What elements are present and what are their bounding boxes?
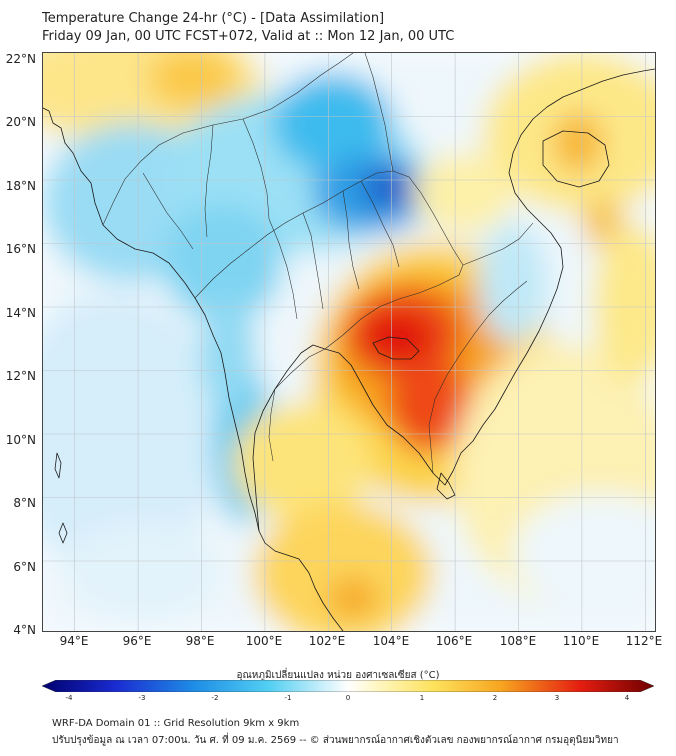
lon-label: 110°E (562, 634, 600, 648)
lat-label: 10°N (5, 433, 36, 447)
colorbar (42, 680, 654, 692)
colorbar-tick: 1 (419, 694, 425, 702)
colorbar-tick: -2 (211, 694, 219, 702)
colorbar-tick: -4 (65, 694, 73, 702)
lon-label: 96°E (122, 634, 152, 648)
lat-label: 12°N (5, 369, 36, 383)
lon-label: 104°E (372, 634, 410, 648)
title-line-1: Temperature Change 24-hr (°C) - [Data As… (42, 11, 385, 26)
lat-label: 6°N (13, 560, 36, 574)
colorbar-tick: 2 (492, 694, 498, 702)
colorbar-tick: 4 (624, 694, 630, 702)
colorbar-tick: 3 (554, 694, 560, 702)
lat-label: 18°N (5, 179, 36, 193)
map-title: Temperature Change 24-hr (°C) - [Data As… (42, 10, 454, 46)
lat-label: 16°N (5, 242, 36, 256)
temperature-change-map[interactable] (42, 52, 656, 632)
footer-credit: ปรับปรุงข้อมูล ณ เวลา 07:00น. วัน ศ. ที่… (52, 735, 619, 746)
colorbar-tick: -1 (284, 694, 292, 702)
lon-label: 100°E (245, 634, 283, 648)
lon-label: 94°E (59, 634, 89, 648)
lon-label: 106°E (435, 634, 473, 648)
footer-resolution: WRF-DA Domain 01 :: Grid Resolution 9km … (52, 718, 300, 729)
lat-label: 8°N (13, 496, 36, 510)
lon-label: 112°E (625, 634, 663, 648)
colorbar-tick: 0 (345, 694, 351, 702)
lat-label: 14°N (5, 306, 36, 320)
country-borders (102, 53, 534, 474)
lat-label: 22°N (5, 52, 36, 66)
map-canvas (43, 53, 655, 631)
lat-label: 20°N (5, 115, 36, 129)
lat-label: 4°N (13, 623, 36, 637)
title-line-2: Friday 09 Jan, 00 UTC FCST+072, Valid at… (42, 29, 455, 44)
temperature-field (43, 53, 655, 631)
graticule (43, 53, 655, 631)
lon-label: 98°E (185, 634, 215, 648)
lon-label: 108°E (499, 634, 537, 648)
colorbar-tick: -3 (138, 694, 146, 702)
lon-label: 102°E (308, 634, 346, 648)
colorbar-title: อุณหภูมิเปลี่ยนแปลง หน่วย องศาเซลเซียส (… (236, 670, 440, 681)
coastlines (43, 68, 655, 631)
